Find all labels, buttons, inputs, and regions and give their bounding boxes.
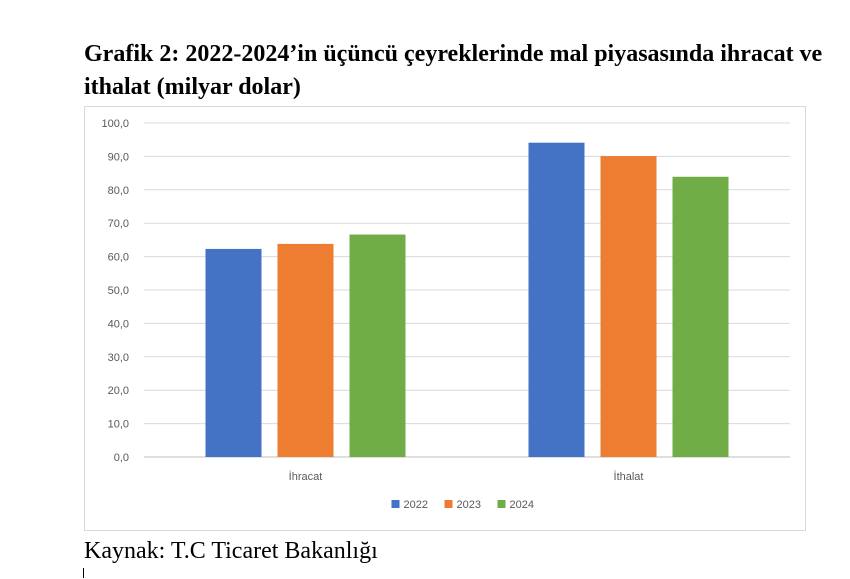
y-tick-label: 90,0 — [108, 151, 129, 163]
y-tick-label: 100,0 — [101, 118, 129, 130]
legend-swatch — [391, 500, 400, 508]
bar-2023-1 — [600, 156, 657, 457]
y-tick-label: 30,0 — [108, 352, 129, 364]
y-tick-label: 70,0 — [108, 218, 129, 230]
bar-2022-0 — [205, 248, 262, 457]
y-tick-label: 0,0 — [114, 452, 129, 464]
bar-2024-1 — [672, 176, 729, 458]
text-cursor — [83, 568, 84, 578]
legend-swatch — [497, 500, 506, 508]
chart-title: Grafik 2: 2022-2024’in üçüncü çeyrekleri… — [84, 41, 823, 100]
legend-label: 2022 — [404, 499, 428, 511]
chart-area: 0,0 10,0 20,0 30,0 40,0 50,0 60,0 70,0 80,0 90,0 1… — [84, 106, 806, 531]
legend-label: 2023 — [457, 499, 481, 511]
bar-2022-1 — [528, 142, 585, 457]
legend-label: 2024 — [510, 499, 534, 511]
bar-chart: 0,0 10,0 20,0 30,0 40,0 50,0 60,0 70,0 80,0 90,0 1… — [101, 118, 790, 511]
bar-2023-0 — [277, 243, 334, 457]
y-tick-label: 60,0 — [108, 252, 129, 264]
y-tick-label: 50,0 — [108, 285, 129, 297]
x-category-label: İhracat — [289, 470, 323, 483]
y-tick-label: 10,0 — [108, 419, 129, 431]
source-caption: Kaynak: T.C Ticaret Bakanlığı — [84, 538, 378, 564]
y-tick-label: 40,0 — [108, 318, 129, 330]
bar-2024-0 — [349, 234, 406, 457]
y-tick-label: 20,0 — [108, 385, 129, 397]
y-tick-label: 80,0 — [108, 185, 129, 197]
legend-swatch — [444, 500, 453, 508]
x-category-label: İthalat — [614, 470, 644, 483]
